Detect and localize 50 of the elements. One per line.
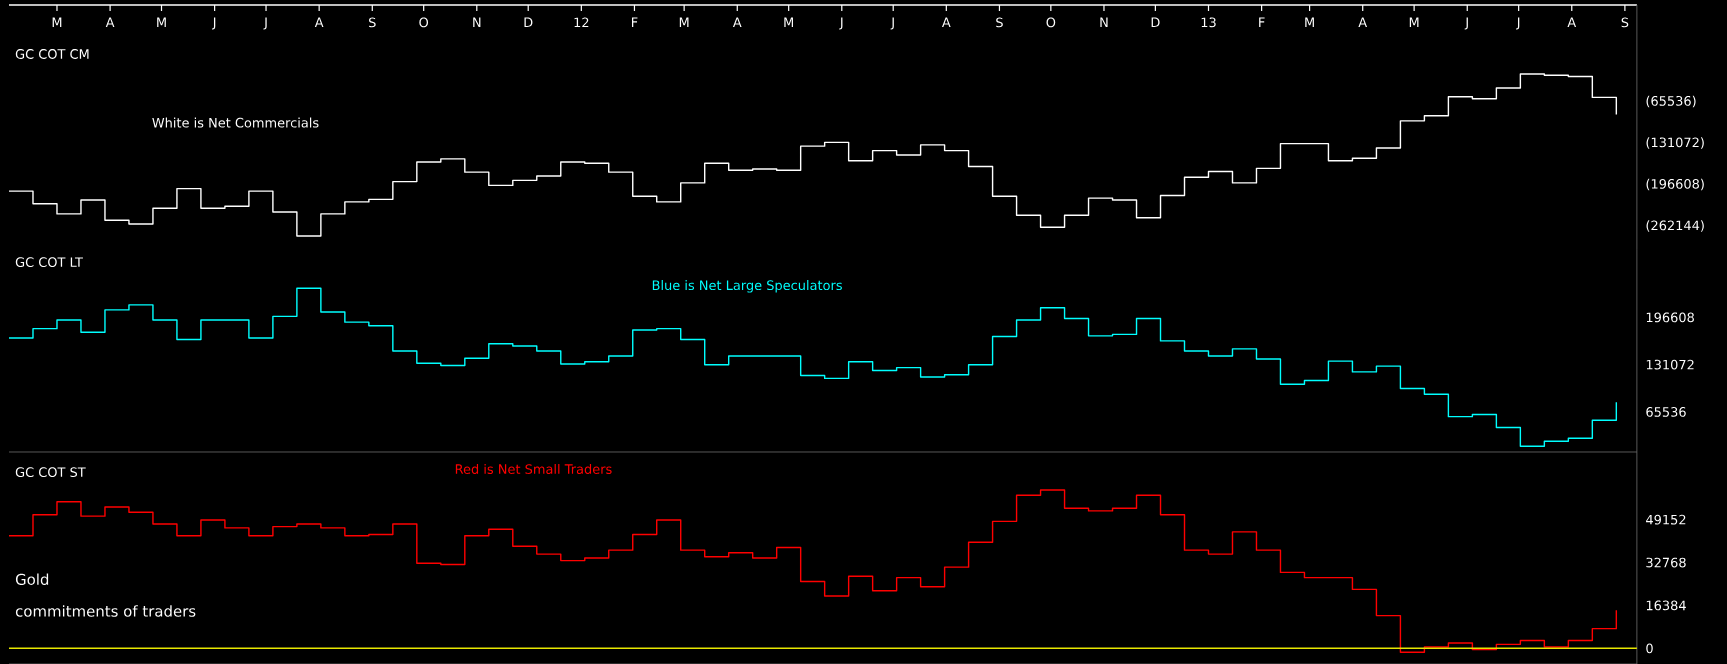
- x-tick-label: O: [419, 17, 429, 28]
- x-tick-label: S: [369, 17, 376, 28]
- x-tick-label: A: [1567, 17, 1577, 27]
- text: Blue is Net Large Speculators: [652, 280, 842, 293]
- x-tick-label: J: [890, 17, 894, 30]
- x-tick-label: N: [1100, 17, 1108, 27]
- y-tick-label: 131072: [1646, 359, 1694, 370]
- x-tick-label: A: [941, 17, 951, 27]
- x-tick-label: J: [839, 17, 843, 30]
- x-tick-label: N: [473, 17, 481, 27]
- x-tick-label: M: [157, 17, 166, 27]
- x-tick-label: A: [1358, 17, 1368, 27]
- x-tick-label: M: [1305, 17, 1314, 27]
- x-tick-label: A: [105, 17, 115, 27]
- text: GC COT CM: [15, 49, 89, 59]
- y-tick-label: 32768: [1646, 557, 1686, 568]
- x-tick-label: F: [1259, 17, 1265, 27]
- x-tick-label: M: [1409, 17, 1419, 27]
- text: White is Net Commercials: [152, 117, 319, 128]
- x-tick-label: J: [263, 17, 267, 30]
- y-tick-label: (65536): [1646, 95, 1696, 108]
- x-tick-label: 13: [1201, 17, 1216, 28]
- y-tick-label: (262144): [1646, 220, 1704, 232]
- x-tick-label: J: [1464, 17, 1468, 30]
- x-tick-label: M: [52, 17, 62, 27]
- y-tick-label: 49152: [1646, 514, 1686, 525]
- y-tick-label: 65536: [1646, 407, 1686, 417]
- x-tick-label: O: [1046, 17, 1056, 28]
- annotation: commitments of traders: [15, 605, 196, 617]
- x-tick-label: M: [784, 17, 793, 27]
- x-tick-label: S: [996, 17, 1003, 28]
- x-tick-label: M: [679, 17, 689, 27]
- chart-title: GC COT LT: [15, 257, 83, 268]
- y-tick-label: 196608: [1646, 312, 1694, 323]
- x-tick-label: D: [1151, 17, 1160, 27]
- x-tick-label: J: [212, 17, 216, 30]
- x-tick-label: 12: [574, 17, 589, 28]
- x-tick-label: F: [631, 17, 638, 27]
- x-tick-label: A: [314, 17, 324, 27]
- x-tick-label: J: [1516, 17, 1520, 30]
- y-tick-label: (131072): [1646, 137, 1704, 149]
- x-tick-label: A: [732, 17, 742, 27]
- annotation: Gold: [15, 573, 49, 585]
- text: Red is Net Small Traders: [455, 463, 612, 474]
- x-tick-label: S: [1621, 17, 1629, 28]
- y-tick-label: 16384: [1646, 600, 1686, 611]
- text: GC COT ST: [15, 467, 86, 478]
- y-tick-label: (196608): [1646, 178, 1704, 191]
- x-tick-label: D: [524, 17, 533, 27]
- y-tick-label: 0: [1646, 643, 1653, 654]
